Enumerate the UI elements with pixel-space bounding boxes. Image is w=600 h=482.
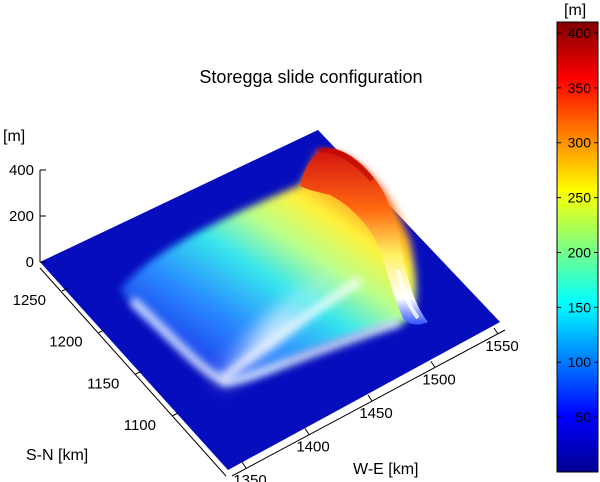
colorbar-tick-label: 400 xyxy=(568,25,592,41)
slide-surface xyxy=(120,147,428,393)
x-axis-line xyxy=(231,329,506,477)
colorbar-tick-label: 100 xyxy=(568,354,592,370)
x-tick-mark xyxy=(493,327,499,335)
y-axis-line xyxy=(39,267,227,477)
x-tick-mark xyxy=(367,394,373,402)
colorbar xyxy=(556,21,599,473)
colorbar-tick-label: 200 xyxy=(568,244,592,260)
colorbar-tick-label: 250 xyxy=(568,190,592,206)
z-axis-ticks: 0 200 400 xyxy=(9,162,46,271)
x-axis-ticks: 1350 1400 1450 1500 1550 xyxy=(233,327,519,482)
y-tick-mark xyxy=(61,287,69,292)
colorbar-tick-label: 300 xyxy=(568,135,592,151)
y-axis-label: S-N [km] xyxy=(26,447,88,464)
z-tick-label: 200 xyxy=(9,208,34,225)
x-tick-label: 1500 xyxy=(422,372,455,389)
x-tick-label: 1400 xyxy=(296,439,329,456)
colorbar-tick-label: 150 xyxy=(568,299,592,315)
y-tick-label: 1200 xyxy=(49,334,82,351)
x-tick-label: 1550 xyxy=(485,338,518,355)
colorbar-label: [m] xyxy=(564,2,586,19)
y-tick-mark xyxy=(135,370,142,375)
x-tick-mark xyxy=(430,361,436,368)
y-tick-mark xyxy=(171,412,179,417)
colorbar-tick-label: 50 xyxy=(575,409,591,425)
colorbar-tick-label: 350 xyxy=(568,80,592,96)
x-tick-label: 1450 xyxy=(359,405,392,422)
y-tick-mark xyxy=(98,329,105,334)
z-tick-label: 400 xyxy=(9,162,34,179)
x-tick-mark xyxy=(304,428,310,435)
z-axis-label: [m] xyxy=(3,128,25,145)
x-axis-label: W-E [km] xyxy=(353,461,418,478)
y-tick-label: 1150 xyxy=(87,375,119,392)
y-tick-label: 1250 xyxy=(13,292,46,309)
y-axis-ticks: 1100 1150 1200 1250 xyxy=(13,287,179,434)
chart-title: Storegga slide configuration xyxy=(199,67,422,87)
x-tick-label: 1350 xyxy=(233,472,266,482)
y-tick-label: 1100 xyxy=(124,417,156,434)
z-tick-label: 0 xyxy=(26,254,34,271)
colorbar-ticks: 50 100 150 200 250 300 350 400 xyxy=(557,25,598,425)
x-tick-mark xyxy=(241,461,247,469)
